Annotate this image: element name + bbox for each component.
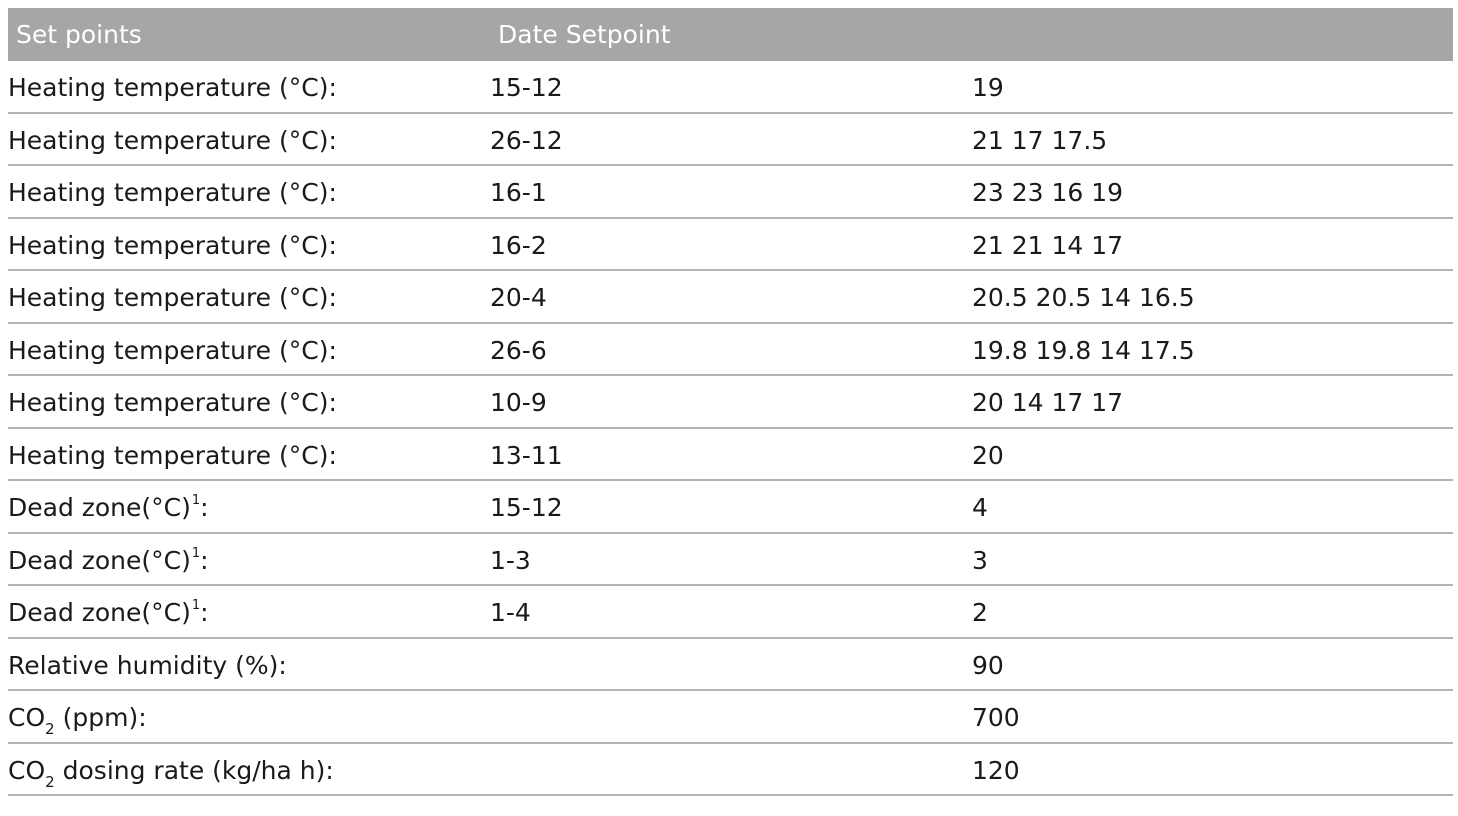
table-row: Relative humidity (%): 90 — [8, 639, 1453, 691]
row-setpoint: 19.8 19.8 14 17.5 — [972, 335, 1195, 365]
row-setpoint: 20 14 17 17 — [972, 388, 1124, 417]
row-date: 16-1 — [490, 178, 547, 207]
row-label: Heating temperature (°C): — [8, 73, 337, 102]
table-row: Heating temperature (°C): 10-9 20 14 17 … — [8, 376, 1453, 429]
row-setpoint: 20.5 20.5 14 16.5 — [972, 283, 1195, 312]
row-date: 1-3 — [490, 545, 531, 575]
row-date: 26-6 — [490, 335, 547, 365]
row-date: 26-12 — [490, 125, 563, 155]
subscript: 2 — [45, 772, 55, 791]
row-label: Heating temperature (°C): — [8, 440, 337, 470]
row-label-suffix: : — [200, 598, 209, 627]
row-label-text: CO — [8, 703, 46, 732]
footnote-marker: 1 — [191, 598, 201, 613]
row-label: Heating temperature (°C): — [8, 388, 337, 417]
row-setpoint: 2 — [972, 598, 988, 627]
table-row: CO2 dosing rate (kg/ha h): 120 — [8, 744, 1453, 796]
row-label: CO2 (ppm): — [8, 691, 147, 748]
table-row: Dead zone(°C)1: 1-3 3 — [8, 534, 1453, 588]
footnote-marker: 1 — [191, 493, 201, 508]
row-label: Dead zone(°C)1: — [8, 586, 209, 640]
row-label-suffix: : — [200, 545, 209, 575]
table-row: CO2 (ppm): 700 — [8, 691, 1453, 744]
row-date: 16-2 — [490, 230, 547, 260]
row-label-text: Dead zone(°C) — [8, 598, 191, 627]
row-label: Heating temperature (°C): — [8, 283, 337, 312]
row-setpoint: 23 23 16 19 — [972, 178, 1124, 207]
row-label: CO2 dosing rate (kg/ha h): — [8, 744, 334, 801]
row-label-suffix: (ppm): — [54, 703, 147, 732]
header-set-points: Set points — [16, 20, 142, 49]
table-row: Dead zone(°C)1: 1-4 2 — [8, 586, 1453, 639]
row-setpoint: 19 — [972, 73, 1004, 102]
table-row: Heating temperature (°C): 16-2 21 21 14 … — [8, 219, 1453, 271]
table-row: Heating temperature (°C): 16-1 23 23 16 … — [8, 166, 1453, 219]
row-date: 15-12 — [490, 493, 563, 522]
row-label-text: Dead zone(°C) — [8, 493, 191, 522]
row-label: Heating temperature (°C): — [8, 335, 337, 365]
row-label-suffix: : — [200, 493, 209, 522]
row-date: 10-9 — [490, 388, 547, 417]
row-setpoint: 21 17 17.5 — [972, 125, 1108, 155]
table-row: Dead zone(°C)1: 15-12 4 — [8, 481, 1453, 534]
row-setpoint: 700 — [972, 703, 1020, 732]
row-setpoint: 4 — [972, 493, 988, 522]
row-setpoint: 90 — [972, 650, 1004, 680]
row-label-text: Dead zone(°C) — [8, 545, 191, 575]
row-label: Heating temperature (°C): — [8, 230, 337, 260]
table-row: Heating temperature (°C): 13-11 20 — [8, 429, 1453, 481]
table-header: Set points Date Setpoint — [8, 8, 1453, 61]
row-setpoint: 21 21 14 17 — [972, 230, 1124, 260]
table-row: Heating temperature (°C): 26-12 21 17 17… — [8, 114, 1453, 166]
row-label: Heating temperature (°C): — [8, 178, 337, 207]
setpoints-table: Set points Date Setpoint Heating tempera… — [8, 8, 1453, 796]
row-label: Dead zone(°C)1: — [8, 534, 209, 588]
row-label-suffix: dosing rate (kg/ha h): — [54, 755, 334, 785]
row-label-text: CO — [8, 755, 46, 785]
row-setpoint: 20 — [972, 440, 1004, 470]
subscript: 2 — [45, 720, 55, 738]
table-row: Heating temperature (°C): 20-4 20.5 20.5… — [8, 271, 1453, 324]
row-setpoint: 3 — [972, 545, 988, 575]
row-label: Relative humidity (%): — [8, 650, 287, 680]
header-date-setpoint: Date Setpoint — [498, 20, 671, 49]
row-date: 1-4 — [490, 598, 531, 627]
row-setpoint: 120 — [972, 755, 1020, 785]
row-label: Dead zone(°C)1: — [8, 481, 209, 535]
table-row: Heating temperature (°C): 15-12 19 — [8, 61, 1453, 114]
footnote-marker: 1 — [191, 545, 201, 561]
row-date: 20-4 — [490, 283, 547, 312]
table-row: Heating temperature (°C): 26-6 19.8 19.8… — [8, 324, 1453, 376]
row-date: 15-12 — [490, 73, 563, 102]
row-label: Heating temperature (°C): — [8, 125, 337, 155]
row-date: 13-11 — [490, 440, 563, 470]
